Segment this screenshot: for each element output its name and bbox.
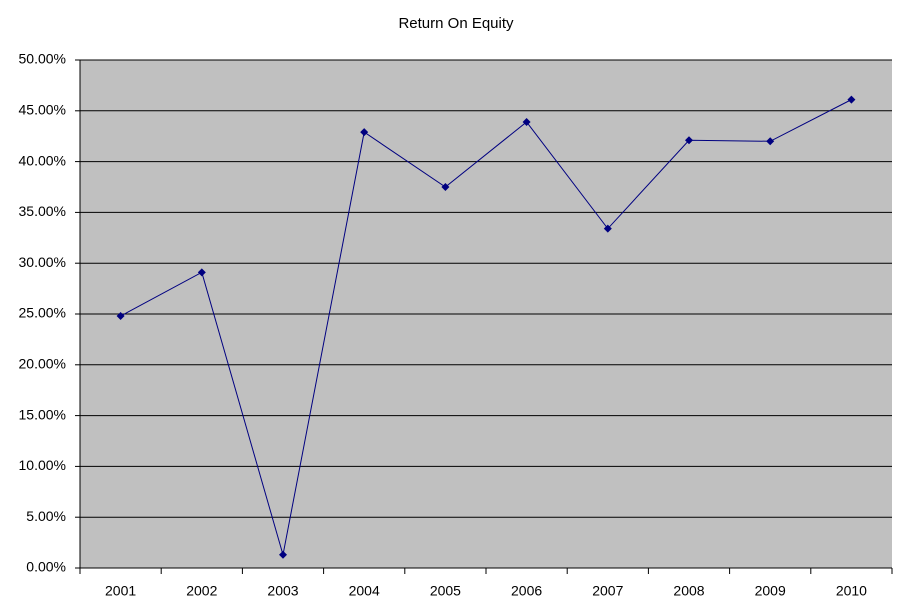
x-tick-label: 2002 (186, 583, 217, 599)
data-marker (197, 268, 206, 277)
y-tick-label: 35.00% (19, 203, 66, 219)
y-tick-label: 40.00% (19, 152, 66, 168)
data-marker (279, 550, 287, 559)
data-marker (766, 137, 775, 146)
x-tick-label: 2005 (430, 583, 461, 599)
x-tick-label: 2009 (755, 583, 786, 599)
y-tick-label: 15.00% (19, 406, 66, 422)
data-marker (522, 117, 531, 126)
y-tick-label: 10.00% (19, 457, 66, 473)
y-tick-label: 20.00% (19, 356, 66, 372)
chart-title: Return On Equity (398, 15, 514, 32)
x-tick-label: 2008 (673, 583, 704, 599)
data-marker (847, 95, 856, 104)
data-marker (685, 136, 693, 145)
x-tick-label: 2003 (267, 583, 298, 599)
x-tick-label: 2006 (511, 583, 542, 599)
x-tick-label: 2001 (105, 583, 136, 599)
y-tick-label: 5.00% (26, 508, 66, 524)
y-tick-label: 45.00% (19, 102, 66, 118)
x-tick-label: 2010 (836, 583, 867, 599)
data-marker (441, 183, 450, 191)
x-tick-label: 2007 (592, 583, 623, 599)
y-tick-label: 30.00% (19, 254, 66, 270)
y-tick-label: 50.00% (19, 51, 66, 67)
x-tick-label: 2004 (349, 583, 380, 599)
data-marker (360, 128, 369, 137)
data-marker (603, 224, 612, 233)
y-tick-label: 25.00% (19, 305, 66, 321)
y-tick-label: 0.00% (26, 559, 66, 575)
data-line (120, 99, 852, 555)
data-marker (116, 312, 125, 321)
